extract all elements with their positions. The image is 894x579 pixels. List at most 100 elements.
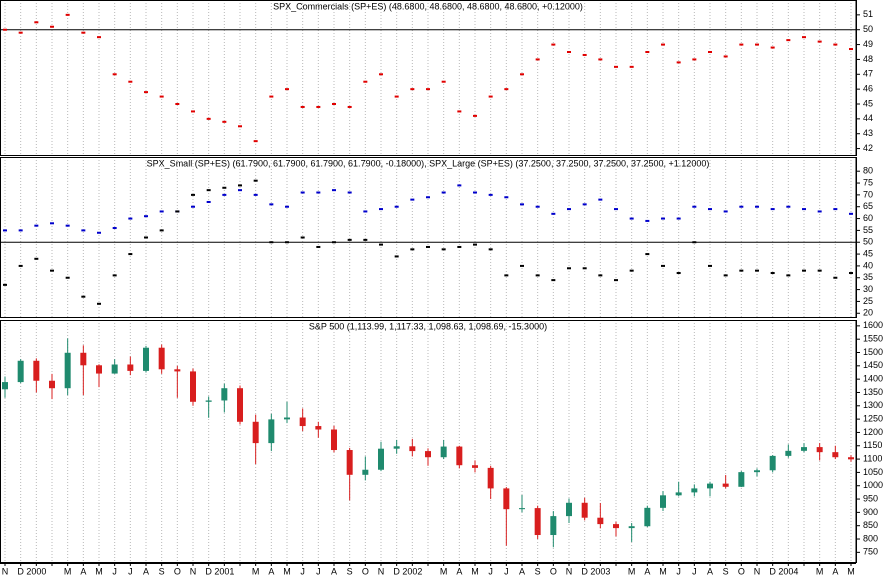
data-point [144,91,148,94]
x-tick-label: A [832,566,838,576]
candle-body [519,508,525,510]
data-point [332,189,336,192]
x-tick-label: J [676,566,681,576]
candle-body [221,388,228,401]
data-point [473,191,477,194]
y-tick-label: 40 [863,260,873,270]
candle-body [378,448,384,470]
y-tick-label: 1600 [863,320,883,330]
x-tick-label: N [754,566,761,576]
data-point [238,189,242,192]
data-point [238,184,242,187]
x-tick-label: M [440,566,448,576]
x-tick-label: D [769,566,776,576]
x-tick-label: M [95,566,103,576]
candle-body [691,488,698,493]
data-point [457,245,462,248]
x-tick-label: D [581,566,588,576]
candle-body [80,352,87,366]
candle-body [237,388,243,422]
x-tick-label: A [644,566,650,576]
data-point [441,80,446,83]
data-point [426,196,430,199]
y-tick-label: 65 [863,201,873,211]
candle-body [315,426,322,430]
data-point [723,274,728,277]
y-tick-label: 20 [863,308,873,318]
data-point [473,243,477,246]
x-tick-label: D [17,566,24,576]
data-point [97,36,101,39]
data-point [222,186,227,189]
data-point [379,208,383,211]
data-point [34,224,39,227]
x-tick-label: 2004 [778,566,798,576]
data-point [128,217,133,220]
y-tick-label: 50 [863,237,873,247]
y-tick-label: 42 [863,143,873,153]
candle-body [769,455,776,471]
y-tick-label: 1500 [863,347,883,357]
data-point [802,208,806,211]
y-tick-label: 1200 [863,427,883,437]
data-point [614,65,618,68]
data-point [253,140,258,143]
y-tick-label: 47 [863,69,873,79]
data-point [833,208,838,211]
data-point [692,58,697,61]
candle-body [675,492,682,496]
y-tick-label: 1150 [863,440,882,450]
data-point [582,267,587,270]
x-tick-label: S [159,566,165,576]
data-point [488,95,493,98]
x-tick-label: D [205,566,212,576]
data-point [504,196,509,199]
data-point [410,198,415,201]
data-point [614,208,618,211]
y-tick-label: 49 [863,39,873,49]
data-point [81,295,86,298]
candle-body [644,507,651,527]
data-point [457,110,462,113]
x-tick-label: M [659,566,667,576]
data-point [394,95,399,98]
data-point [379,73,383,76]
data-point [222,193,227,196]
x-tick-label: A [143,566,149,576]
data-point [551,212,556,215]
data-point [598,274,603,277]
data-point [269,241,274,244]
y-tick-label: 1000 [863,480,883,490]
data-point [191,205,195,208]
candle-body [472,465,478,468]
x-tick-label: A [80,566,86,576]
data-point [34,21,39,24]
data-point [676,272,681,275]
data-point [598,198,603,201]
candle-body [362,469,369,475]
x-tick-label: J [692,566,697,576]
candle-body [49,380,55,389]
data-point [410,88,415,91]
data-point [645,253,650,256]
data-point [269,95,274,98]
y-tick-label: 1250 [863,413,883,423]
data-point [332,241,336,244]
data-point [144,236,148,239]
data-point [144,215,148,218]
x-tick-label: 2002 [402,566,422,576]
data-point [206,200,211,203]
y-tick-label: 60 [863,213,873,223]
data-point [708,208,712,211]
data-point [379,243,383,246]
data-point [504,274,509,277]
x-tick-label: O [738,566,745,576]
y-tick-label: 950 [863,493,878,503]
data-point [191,193,195,196]
data-point [238,125,242,128]
data-point [567,208,571,211]
data-point [3,283,7,286]
data-point [159,210,164,213]
data-point [629,217,634,220]
data-point [755,269,759,272]
